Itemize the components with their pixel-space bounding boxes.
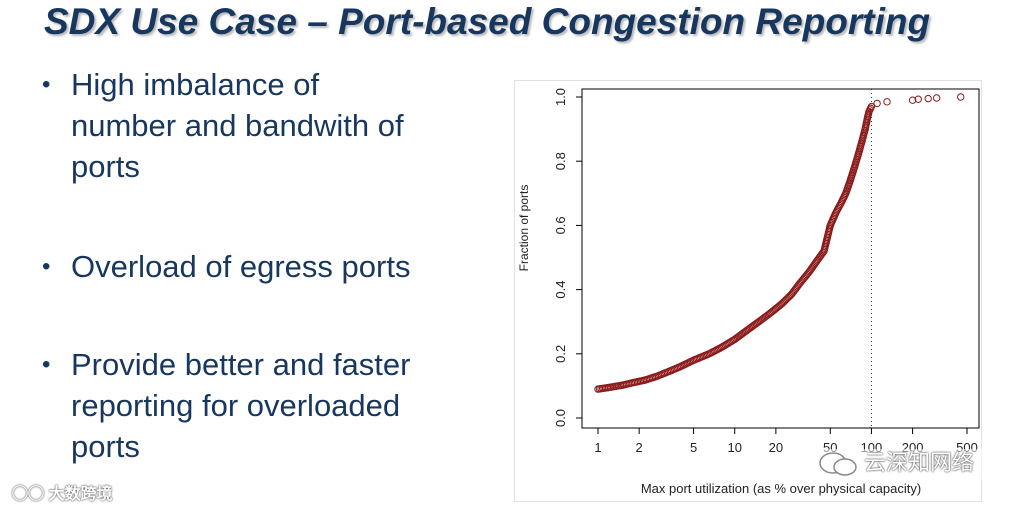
x-tick-label: 1 [594,440,601,455]
watermark-right: 云深知网络 [818,449,1018,479]
x-tick-label: 20 [769,440,783,455]
bullet-marker: • [42,253,51,280]
watermark-left-text: 大数跨境 [48,486,113,503]
wechat-logo-icon: ◯◯ [12,486,45,503]
y-axis: 0.0 0.2 0.4 0.6 0.8 1.0 [553,88,582,427]
chart-frame: 1 2 5 10 20 50 100 200 500 0.0 0.2 0.4 0.6 0.8 1.0 Ma… [514,80,982,502]
y-tick-label: 0.6 [553,216,568,234]
watermark-left: ◯◯ 大数跨境 [12,480,112,504]
x-tick-label: 2 [636,440,643,455]
bullet-item-1: • High imbalance of number and bandwith … [38,64,478,187]
y-tick-label: 0.4 [553,281,568,299]
wechat-bubble-icon [819,452,857,476]
y-tick-label: 0.8 [553,152,568,170]
slide-title: SDX Use Case – Port-based Congestion Rep… [44,1,931,42]
bullet-3-line-2: reporting for overloaded [71,388,401,423]
data-point [908,96,917,104]
bullet-1-line-2: number and bandwith of [71,108,404,143]
x-axis-label: Max port utilization (as % over physical… [641,481,921,496]
bullet-3-line-3: ports [71,429,140,464]
data-points [594,93,965,393]
cdf-scatter-chart: 1 2 5 10 20 50 100 200 500 0.00.20.40.60.81.0 Ma… [517,88,980,496]
x-tick-label: 10 [727,440,741,455]
data-point [914,95,922,103]
y-tick-label: 1.0 [553,88,568,106]
bullet-1-line-1: High imbalance of [71,67,320,102]
data-point [932,94,941,102]
x-tick-label: 5 [690,440,697,455]
y-axis-label: Fraction of ports [517,185,531,272]
watermark-right-text: 云深知网络 [864,450,975,475]
data-point [924,94,932,103]
data-point [873,99,881,108]
bullet-2-line-1: Overload of egress ports [71,249,411,284]
bullet-marker: • [42,351,51,378]
y-tick-label: 0.2 [553,345,568,363]
data-point [883,98,891,106]
data-point [867,102,876,111]
bullet-3-line-1: Provide better and faster [71,347,411,382]
bullet-1-line-3: ports [71,149,140,184]
plot-area [581,88,980,429]
bullet-item-3: • Provide better and faster reporting fo… [38,344,478,467]
data-point [957,93,965,101]
bullet-marker: • [42,71,51,98]
y-tick-label: 0.0 [553,409,568,427]
bullet-item-2: • Overload of egress ports [38,246,478,287]
